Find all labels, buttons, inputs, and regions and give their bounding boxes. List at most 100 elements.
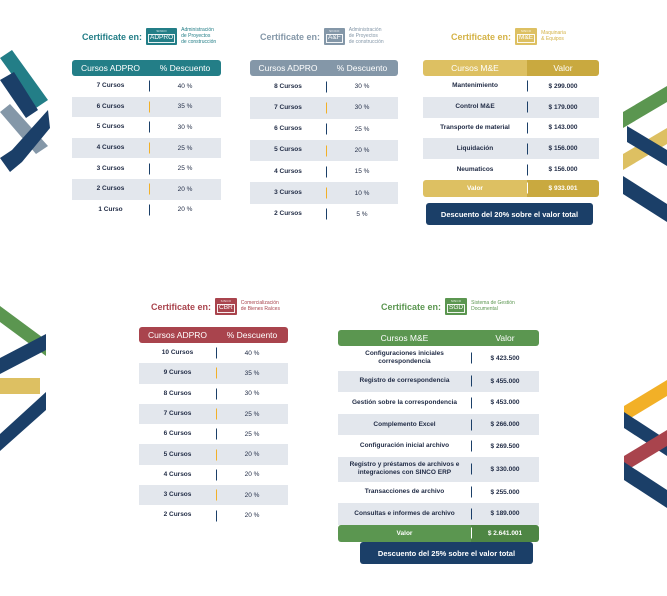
- row-value: $ 423.500: [471, 346, 539, 371]
- column-header: Cursos ADPRO: [72, 60, 149, 76]
- row-label: Configuración inicial archivo: [359, 442, 450, 450]
- badge-small-text: SINCO: [520, 29, 532, 34]
- table-row: 6 Cursos 35 %: [72, 96, 221, 118]
- row-value: $ 189.000: [471, 503, 539, 525]
- table-row: Configuración inicial archivo $ 269.500: [338, 435, 539, 457]
- row-value: 35 %: [149, 96, 221, 118]
- row-label: Mantenimiento: [452, 82, 498, 90]
- row-value: 5 %: [326, 204, 398, 225]
- sgd-table-block: Cursos M&E Valor Configuraciones inicial…: [338, 330, 539, 542]
- total-row: Valor $ 2.641.001: [338, 524, 539, 542]
- table-row: Registro y préstamos de archivos e integ…: [338, 456, 539, 482]
- row-value: 20 %: [216, 465, 288, 485]
- row-label: 6 Cursos: [274, 125, 302, 133]
- af-table: Cursos ADPRO % Descuento 8 Cursos 30 % 7 C…: [250, 60, 398, 225]
- row-value: $ 156.000: [527, 159, 599, 180]
- row-label: 9 Cursos: [139, 363, 216, 384]
- table-row: 8 Cursos 30 %: [139, 384, 288, 404]
- badge-code: A&F: [326, 34, 343, 43]
- row-value: $ 453.000: [471, 392, 539, 414]
- row-label: 7 Cursos: [139, 403, 216, 425]
- total-value: $ 2.641.001: [471, 524, 539, 542]
- cbr-certificate-header: Certificate en: SINCO CBR Comercializaci…: [151, 298, 280, 315]
- row-value: 40 %: [149, 76, 221, 97]
- table-row: Liquidación $ 156.000: [423, 138, 599, 160]
- certificate-label: Certificate en:: [260, 31, 321, 42]
- table-row: 7 Cursos 30 %: [250, 97, 398, 119]
- badge-small-text: SINCO: [220, 299, 232, 304]
- certificate-label: Certificate en:: [451, 31, 512, 42]
- total-label: Valor: [423, 179, 527, 197]
- row-label: 7 Cursos: [250, 97, 326, 119]
- row-value: 20 %: [149, 178, 221, 200]
- table-row: 9 Cursos 35 %: [139, 363, 288, 384]
- table-row: 10 Cursos 40 %: [139, 343, 288, 363]
- badge-code: SGD: [447, 304, 466, 313]
- table-header-row: Cursos M&E Valor: [423, 60, 599, 76]
- total-label: Valor: [338, 524, 471, 542]
- table-row: 1 Curso 20 %: [72, 200, 221, 221]
- table-row: 5 Cursos 20 %: [139, 444, 288, 465]
- row-value: 25 %: [216, 424, 288, 444]
- row-value: $ 269.500: [471, 435, 539, 457]
- table-row: 2 Cursos 5 %: [250, 204, 398, 225]
- row-label: Transacciones de archivo: [364, 488, 445, 496]
- left-top-chevron-decoration: [0, 50, 50, 172]
- row-label: 5 Cursos: [250, 139, 326, 162]
- row-label: 2 Cursos: [274, 210, 302, 218]
- column-header: % Descuento: [326, 60, 398, 76]
- column-header: Cursos M&E: [338, 330, 471, 346]
- row-label: Control M&E: [423, 96, 527, 118]
- me-table-block: Cursos M&E Valor Mantenimiento $ 299.000 C…: [423, 60, 599, 197]
- table-row: 7 Cursos 25 %: [139, 403, 288, 425]
- cbr-table: Cursos ADPRO % Descuento 10 Cursos 40 % 9 …: [139, 327, 288, 526]
- row-value: $ 156.000: [527, 138, 599, 160]
- af-badge: SINCO A&F: [324, 28, 345, 46]
- certificate-label: Certificate en:: [381, 301, 442, 312]
- row-label: 2 Cursos: [163, 511, 192, 519]
- me-table: Cursos M&E Valor Mantenimiento $ 299.000 C…: [423, 60, 599, 197]
- badge-small-text: SINCO: [156, 29, 167, 34]
- row-value: 30 %: [149, 117, 221, 138]
- row-value: 25 %: [149, 158, 221, 179]
- table-row: Registro de correspondencia $ 455.000: [338, 370, 539, 393]
- adpro-certificate-header: Certificate en: SINCO ADPRO Administraci…: [82, 27, 217, 46]
- badge-description: Comercialización de Bienes Raíces: [240, 299, 280, 312]
- column-header: % Descuento: [149, 60, 221, 76]
- row-value: 15 %: [326, 161, 398, 182]
- row-label: 2 Cursos: [72, 178, 149, 200]
- row-value: $ 179.000: [527, 96, 599, 118]
- me-badge: SINCO M&E: [515, 28, 538, 45]
- left-bottom-chevron-decoration: [0, 306, 46, 451]
- table-row: Transacciones de archivo $ 255.000: [338, 482, 539, 504]
- table-row: 8 Cursos 30 %: [250, 76, 398, 97]
- sgd-table: Cursos M&E Valor Configuraciones inicial…: [338, 330, 539, 542]
- table-row: 4 Cursos 15 %: [250, 161, 398, 182]
- total-row: Valor $ 933.001: [423, 179, 599, 197]
- column-header: Cursos ADPRO: [139, 327, 216, 343]
- row-label: 5 Cursos: [139, 444, 216, 465]
- table-row: 4 Cursos 20 %: [139, 465, 288, 485]
- badge-description: Administración de Proyectos de construcc…: [181, 27, 217, 45]
- table-row: 5 Cursos 30 %: [72, 117, 221, 138]
- total-value: $ 933.001: [527, 179, 599, 197]
- row-value: 20 %: [216, 505, 288, 525]
- badge-small-text: SINCO: [450, 299, 462, 304]
- row-value: $ 255.000: [471, 482, 539, 504]
- table-row: Complemento Excel $ 266.000: [338, 413, 539, 436]
- row-label: Transporte de material: [440, 123, 510, 131]
- table-row: Configuraciones iniciales correspondenci…: [338, 346, 539, 371]
- row-value: 35 %: [216, 363, 288, 384]
- row-value: 10 %: [326, 182, 398, 204]
- badge-code: M&E: [517, 34, 536, 43]
- table-row: 3 Cursos 20 %: [139, 485, 288, 506]
- table-header-row: Cursos M&E Valor: [338, 330, 539, 346]
- table-row: 3 Cursos 25 %: [72, 158, 221, 179]
- row-label: Neumaticos: [456, 165, 494, 173]
- row-label: 8 Cursos: [163, 389, 192, 397]
- me-certificate-header: Certificate en: SINCO M&E Maquinaria & E…: [451, 28, 566, 45]
- row-value: 20 %: [216, 485, 288, 506]
- row-label: Liquidación: [423, 138, 527, 160]
- row-value: 25 %: [326, 119, 398, 140]
- row-label: Configuraciones iniciales correspondenci…: [365, 350, 444, 366]
